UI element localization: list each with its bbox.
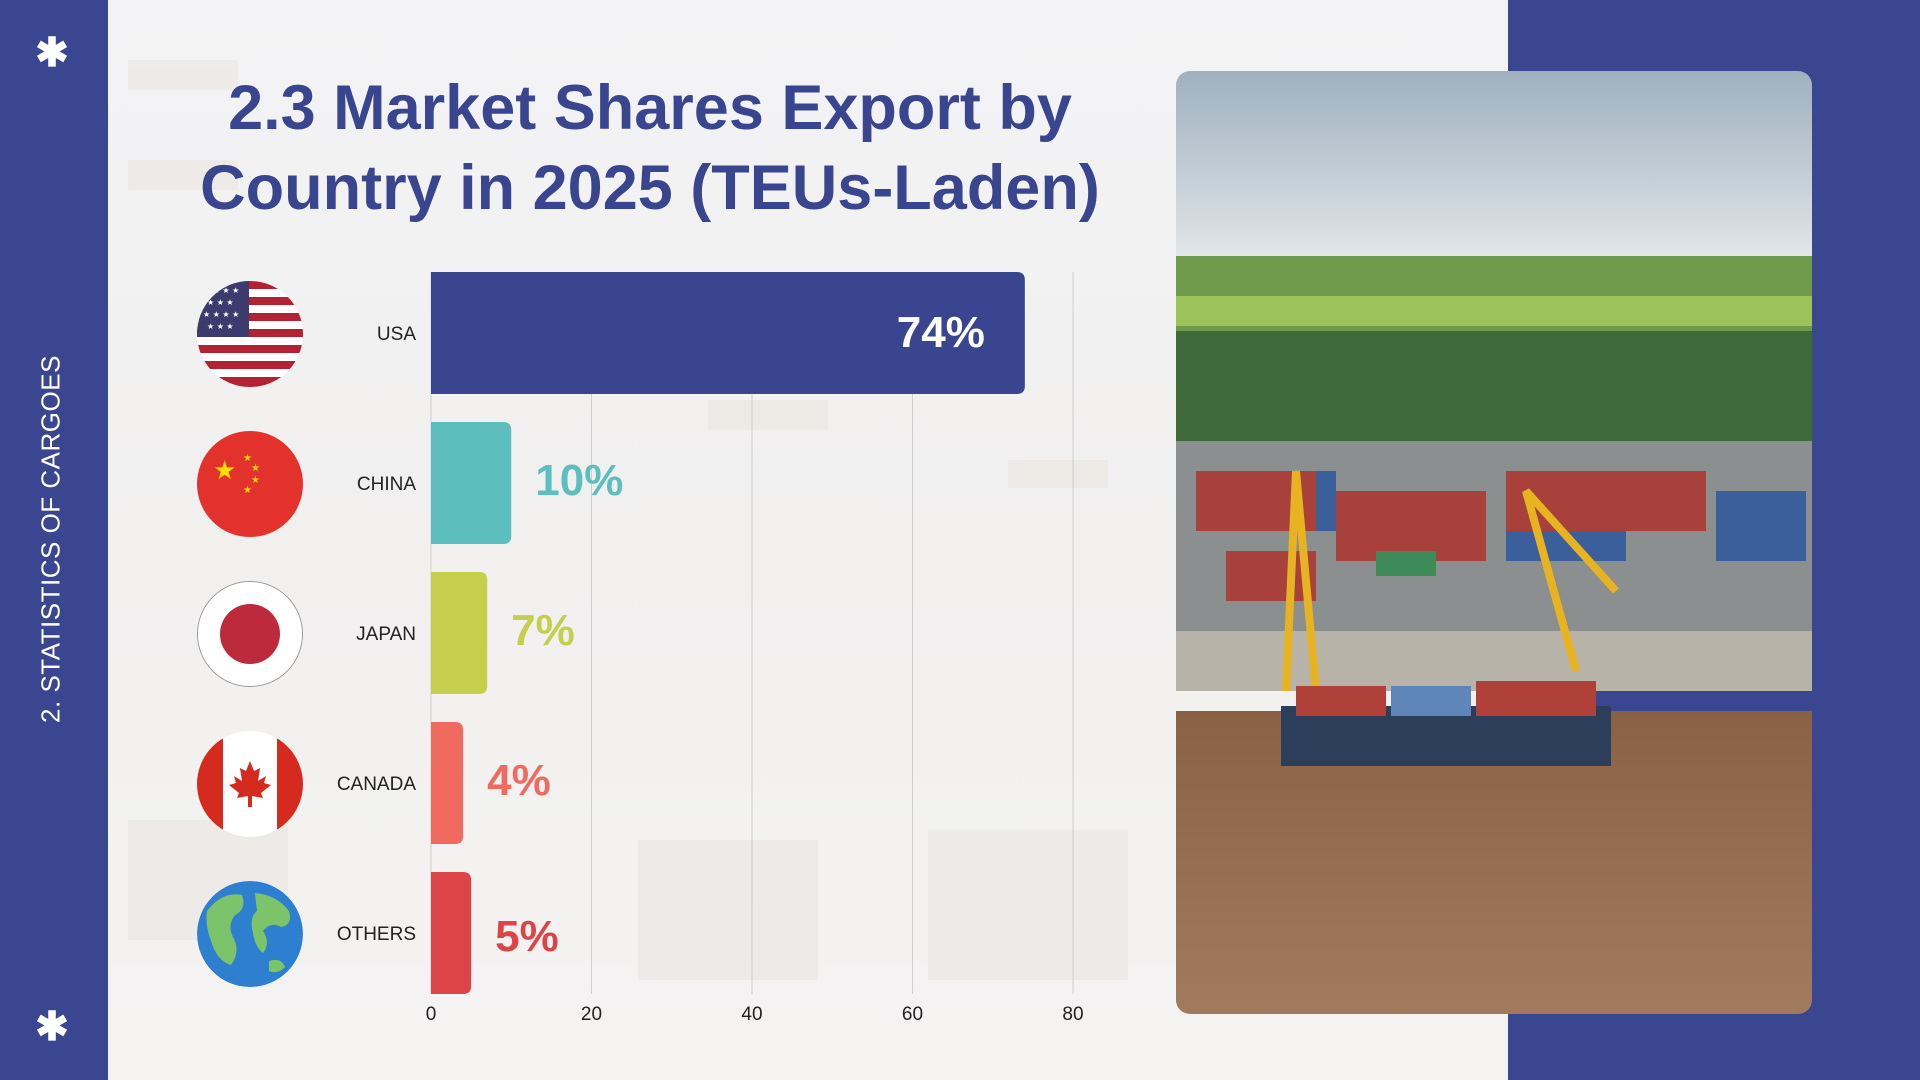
page-title: 2.3 Market Shares Export by Country in 2… xyxy=(150,68,1150,228)
x-tick-label: 60 xyxy=(902,1004,923,1025)
asterisk-icon: ✱ xyxy=(35,1005,69,1049)
title-line-2: Country in 2025 (TEUs-Laden) xyxy=(200,153,1100,223)
bar-canada xyxy=(431,722,464,844)
left-sidebar: ✱ 2. STATISTICS OF CARGOES ✱ xyxy=(0,0,108,1080)
svg-text:★: ★ xyxy=(243,453,252,464)
svg-text:★: ★ xyxy=(243,485,252,496)
china-flag-icon: ★ ★ ★ ★ ★ xyxy=(197,431,303,537)
category-label: OTHERS xyxy=(337,924,416,945)
asterisk-icon: ✱ xyxy=(35,31,69,75)
bar-others xyxy=(431,872,472,994)
category-label: USA xyxy=(377,324,416,345)
data-label: 5% xyxy=(495,912,559,961)
x-tick-label: 80 xyxy=(1062,1004,1083,1025)
japan-flag-icon xyxy=(197,581,303,687)
category-label: CANADA xyxy=(337,774,417,795)
globe-icon xyxy=(197,881,303,987)
data-label: 4% xyxy=(487,756,551,805)
port-aerial-photo xyxy=(1176,71,1812,1014)
svg-text:★ ★ ★: ★ ★ ★ xyxy=(207,298,234,307)
bar-japan xyxy=(431,572,488,694)
x-tick-label: 0 xyxy=(426,1004,437,1025)
svg-text:★: ★ xyxy=(251,463,260,474)
data-label: 74% xyxy=(897,308,985,357)
x-tick-label: 40 xyxy=(741,1004,762,1025)
svg-text:★ ★ ★ ★: ★ ★ ★ ★ xyxy=(203,310,239,319)
data-label: 10% xyxy=(535,456,623,505)
bar-usa xyxy=(431,272,1025,394)
data-label: 7% xyxy=(511,606,575,655)
svg-text:★ ★ ★: ★ ★ ★ xyxy=(207,322,234,331)
category-label: CHINA xyxy=(357,474,416,495)
usa-flag-icon: ★ ★ ★ ★ ★ ★ ★ ★ ★ ★ ★ ★ ★ ★ xyxy=(197,281,303,387)
svg-text:★: ★ xyxy=(251,475,260,486)
category-label: JAPAN xyxy=(356,624,416,645)
svg-text:★: ★ xyxy=(213,456,236,486)
title-line-1: 2.3 Market Shares Export by xyxy=(228,73,1072,143)
x-tick-label: 20 xyxy=(581,1004,602,1025)
svg-text:★ ★ ★ ★: ★ ★ ★ ★ xyxy=(203,286,239,295)
bar-china xyxy=(431,422,512,544)
